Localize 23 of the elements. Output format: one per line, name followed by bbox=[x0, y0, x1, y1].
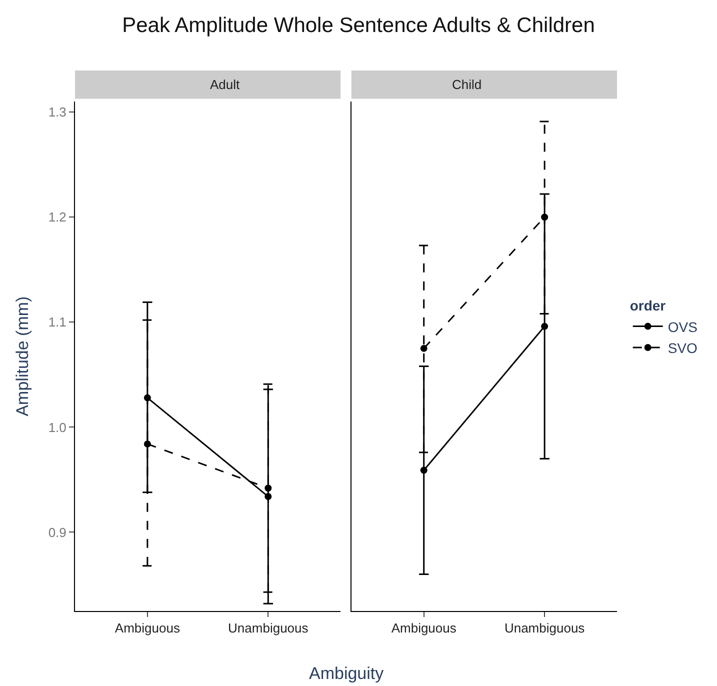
point bbox=[541, 214, 548, 221]
point bbox=[541, 322, 548, 330]
point bbox=[420, 344, 428, 352]
legend-label: OVS bbox=[668, 318, 698, 335]
point bbox=[264, 484, 272, 492]
chart-subtitle: Adult bbox=[210, 77, 240, 92]
x-axis-title: Ambiguity bbox=[309, 664, 384, 683]
chart-subtitle: Child bbox=[452, 77, 482, 92]
legend-label: SVO bbox=[668, 340, 698, 356]
y-axis-title: Amplitude (mm) bbox=[12, 296, 32, 416]
point bbox=[144, 440, 151, 448]
legend-title: order bbox=[630, 298, 666, 314]
y-tick-label: 1.1 bbox=[48, 314, 66, 330]
x-tick-label: Unambiguous bbox=[228, 620, 309, 636]
point bbox=[420, 466, 428, 474]
y-tick-label: 0.9 bbox=[48, 524, 66, 540]
y-tick-label: 1.2 bbox=[48, 210, 66, 225]
y-tick-label: 1.3 bbox=[48, 104, 66, 120]
x-tick-label: Ambiguous bbox=[114, 620, 180, 636]
y-tick-label: 1.0 bbox=[48, 420, 66, 435]
x-tick-label: Ambiguous bbox=[391, 620, 457, 636]
chart-title: Peak Amplitude Whole Sentence Adults & Children bbox=[122, 14, 595, 37]
x-tick-label: Unambiguous bbox=[504, 620, 586, 636]
